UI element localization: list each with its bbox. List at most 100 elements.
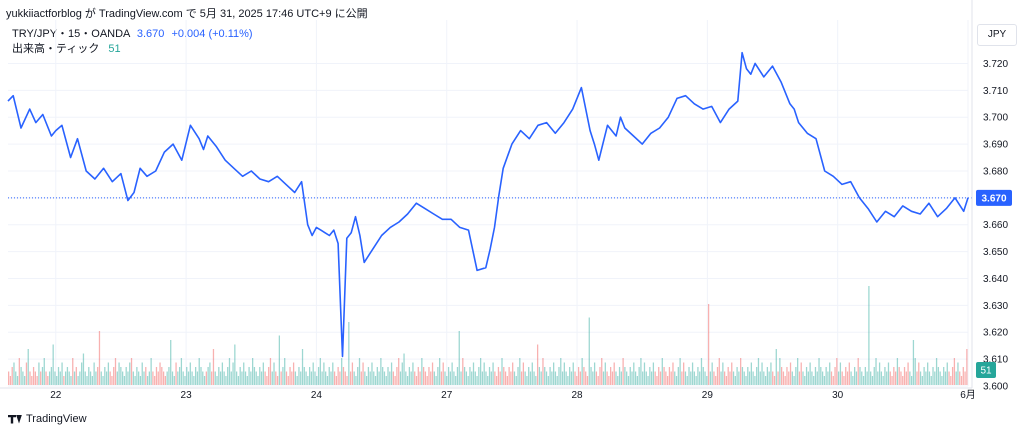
volume-bar	[471, 372, 472, 386]
volume-bar	[603, 372, 604, 386]
volume-bar	[701, 358, 702, 385]
volume-bar	[63, 376, 64, 385]
price-line-group	[8, 53, 972, 357]
volume-bar	[161, 367, 162, 385]
volume-bar	[893, 367, 894, 385]
x-tick-label: 28	[571, 390, 583, 401]
volume-bar	[783, 372, 784, 386]
volume-bar	[560, 358, 561, 385]
volume-bar	[88, 367, 89, 385]
volume-bar	[537, 345, 538, 386]
volume-bar	[366, 376, 367, 385]
volume-bar	[26, 363, 27, 386]
volume-bar	[101, 372, 102, 386]
volume-bar	[19, 358, 20, 385]
volume-bar	[352, 363, 353, 386]
volume-bar	[197, 372, 198, 386]
volume-bar	[167, 372, 168, 386]
volume-bar	[222, 363, 223, 386]
tradingview-brand[interactable]: TradingView	[8, 413, 87, 425]
volume-bar	[752, 372, 753, 386]
volume-bar	[443, 363, 444, 386]
volume-bar	[489, 367, 490, 385]
volume-bar	[532, 363, 533, 386]
volume-bar	[717, 367, 718, 385]
volume-bar	[104, 367, 105, 385]
volume-bar	[571, 372, 572, 386]
volume-bar	[900, 372, 901, 386]
volume-bar	[136, 367, 137, 385]
volume-bar	[866, 372, 867, 386]
volume-bar	[47, 376, 48, 385]
volume-bar	[849, 363, 850, 386]
volume-bar	[35, 372, 36, 386]
volume-bar	[92, 376, 93, 385]
volume-bar	[672, 363, 673, 386]
volume-bar	[487, 376, 488, 385]
volume-bar	[330, 372, 331, 386]
volume-bar	[277, 376, 278, 385]
volume-bar	[610, 367, 611, 385]
volume-bar	[964, 372, 965, 386]
volume-bar	[227, 367, 228, 385]
y-tick-label: 3.710	[983, 86, 1008, 97]
volume-bar	[927, 363, 928, 386]
volume-bar	[834, 367, 835, 385]
volume-bar	[770, 363, 771, 386]
volume-bar	[327, 376, 328, 385]
volume-bar	[606, 372, 607, 386]
volume-bar	[496, 376, 497, 385]
volume-bar	[250, 372, 251, 386]
volume-bar	[348, 322, 349, 385]
volume-bar	[491, 372, 492, 386]
volume-bar	[106, 372, 107, 386]
volume-bar	[17, 376, 18, 385]
volume-bar	[412, 363, 413, 386]
volume-bar	[735, 376, 736, 385]
volume-bar	[455, 376, 456, 385]
volume-bar	[929, 372, 930, 386]
volume-bar	[580, 372, 581, 386]
volume-bar	[795, 367, 796, 385]
x-tick-label: 24	[311, 390, 323, 401]
volume-bar	[859, 367, 860, 385]
volume-bar	[177, 372, 178, 386]
time-axis[interactable]: 22 23 24 27 28 29 30 6月	[0, 388, 976, 401]
volume-bar	[687, 376, 688, 385]
volume-bar	[931, 376, 932, 385]
volume-bar	[856, 372, 857, 386]
volume-bar	[24, 376, 25, 385]
volume-bar	[619, 367, 620, 385]
volume-bar	[790, 363, 791, 386]
volume-bar	[845, 367, 846, 385]
volume-bar	[77, 376, 78, 385]
volume-bar	[245, 372, 246, 386]
volume-bar	[761, 363, 762, 386]
volume-bar	[544, 367, 545, 385]
volume-bar	[899, 367, 900, 385]
volume-bar	[259, 367, 260, 385]
volume-bar	[320, 358, 321, 385]
volume-bar	[667, 376, 668, 385]
volume-bar	[473, 363, 474, 386]
volume-bar	[211, 372, 212, 386]
volume-bar	[585, 372, 586, 386]
volume-bar	[142, 363, 143, 386]
volume-bar	[963, 367, 964, 385]
volume-bar	[938, 367, 939, 385]
y-tick-label: 3.680	[983, 166, 1008, 177]
volume-bar	[788, 372, 789, 386]
volume-bar	[282, 367, 283, 385]
volume-bar	[747, 367, 748, 385]
volume-bar	[261, 372, 262, 386]
price-axis[interactable]: 3.600 3.610 3.620 3.630 3.640 3.650 3.660 3.670…	[972, 0, 1012, 393]
volume-bar	[268, 367, 269, 385]
volume-bar	[639, 367, 640, 385]
volume-bar	[218, 367, 219, 385]
volume-bar	[61, 363, 62, 386]
volume-bar	[33, 367, 34, 385]
volume-bar	[345, 372, 346, 386]
volume-bar	[852, 376, 853, 385]
volume-bar	[373, 372, 374, 386]
